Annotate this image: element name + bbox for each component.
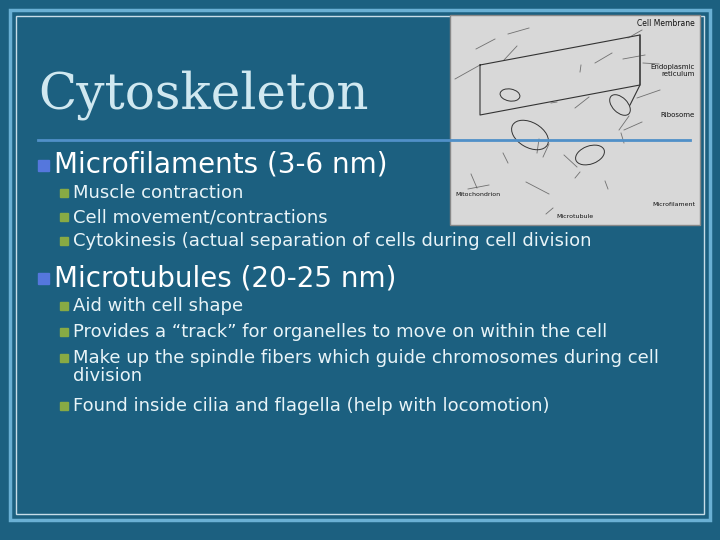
Text: Cell Membrane: Cell Membrane bbox=[637, 18, 695, 28]
Bar bbox=[38, 273, 49, 284]
Text: Cytoskeleton: Cytoskeleton bbox=[38, 70, 369, 120]
Text: Muscle contraction: Muscle contraction bbox=[73, 184, 243, 202]
Text: Aid with cell shape: Aid with cell shape bbox=[73, 297, 243, 315]
Text: Cell movement/contractions: Cell movement/contractions bbox=[73, 208, 328, 226]
Bar bbox=[450, 15, 700, 225]
Bar bbox=[60, 402, 68, 410]
Bar bbox=[60, 237, 68, 245]
Bar bbox=[60, 328, 68, 336]
Text: Endoplasmic
reticulum: Endoplasmic reticulum bbox=[651, 64, 695, 77]
Text: Ribosome: Ribosome bbox=[661, 112, 695, 118]
Text: division: division bbox=[73, 367, 142, 385]
Text: Provides a “track” for organelles to move on within the cell: Provides a “track” for organelles to mov… bbox=[73, 323, 607, 341]
Bar bbox=[38, 160, 49, 171]
Bar bbox=[60, 213, 68, 221]
Bar bbox=[60, 189, 68, 197]
Text: Found inside cilia and flagella (help with locomotion): Found inside cilia and flagella (help wi… bbox=[73, 397, 549, 415]
Bar bbox=[60, 302, 68, 310]
Text: Mitochondrion: Mitochondrion bbox=[455, 192, 500, 198]
Text: Make up the spindle fibers which guide chromosomes during cell: Make up the spindle fibers which guide c… bbox=[73, 349, 659, 367]
Bar bbox=[60, 354, 68, 362]
Text: Microtubule: Microtubule bbox=[557, 214, 593, 219]
Text: Microfilaments (3-6 nm): Microfilaments (3-6 nm) bbox=[54, 151, 387, 179]
Text: Microfilament: Microfilament bbox=[652, 202, 695, 207]
Text: Microtubules (20-25 nm): Microtubules (20-25 nm) bbox=[54, 264, 397, 292]
Text: Cytokinesis (actual separation of cells during cell division: Cytokinesis (actual separation of cells … bbox=[73, 232, 592, 250]
